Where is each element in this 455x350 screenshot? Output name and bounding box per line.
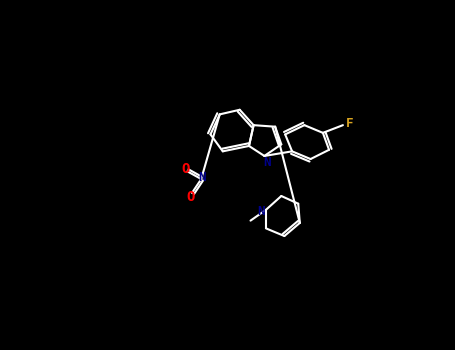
- Text: N: N: [198, 171, 206, 184]
- Text: F: F: [346, 117, 354, 130]
- Text: O: O: [182, 162, 190, 176]
- Text: N: N: [258, 205, 265, 218]
- Text: O: O: [186, 190, 195, 204]
- Text: N: N: [263, 156, 270, 169]
